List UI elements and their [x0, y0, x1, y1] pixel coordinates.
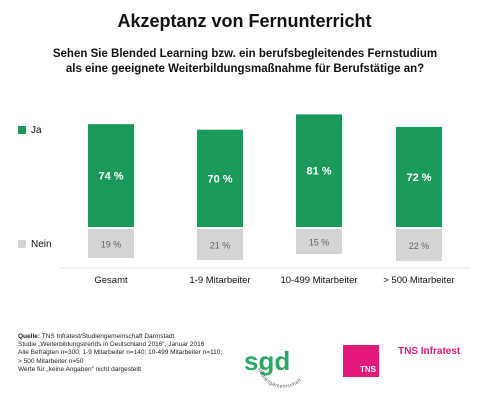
tns-infratest-logo: TNS Infratest	[398, 346, 461, 357]
source-line-2: Studie „Weiterbildungstrends in Deutschl…	[18, 341, 205, 349]
bar-ja-label-2: 81 %	[306, 166, 331, 178]
bar-ja-3	[396, 126, 442, 227]
bar-nein-label-1: 21 %	[210, 241, 231, 251]
bar-nein-label-3: 22 %	[409, 241, 430, 251]
source-line-1: TNS Infratest/Studiengemeinschaft Darmst…	[41, 333, 175, 340]
bar-ja-2	[296, 114, 342, 227]
bar-nein-3	[396, 229, 442, 261]
source-note: Quelle: TNS Infratest/Studiengemeinschaf…	[18, 333, 222, 374]
source-line-4: > 500 Mitarbeiter n=50	[18, 357, 84, 365]
legend-ja-label: Ja	[31, 125, 42, 136]
category-label-3: > 500 Mitarbeiter	[383, 275, 455, 286]
tns-logo-box: TNS	[343, 345, 379, 377]
question-line-2: als eine geeignete Weiterbildungsmaßnahm…	[65, 63, 425, 75]
legend-nein-swatch	[18, 240, 26, 248]
source-line-5: Werte für „keine Angaben“ nicht dargeste…	[18, 365, 142, 373]
legend-ja-swatch	[18, 126, 26, 134]
bar-ja-label-0: 74 %	[98, 171, 123, 183]
category-label-1: 1-9 Mitarbeiter	[189, 275, 250, 286]
source-line-3: Alle Befragten n=300; 1-9 Mitarbeiter n=…	[18, 349, 223, 357]
bar-ja-1	[197, 129, 243, 227]
legend-nein-label: Nein	[31, 239, 52, 250]
bar-ja-label-1: 70 %	[207, 173, 232, 185]
category-label-0: Gesamt	[94, 275, 128, 286]
bar-ja-0	[88, 124, 134, 227]
bar-nein-label-2: 15 %	[309, 238, 330, 248]
bar-ja-label-3: 72 %	[406, 172, 431, 184]
survey-question: Sehen Sie Blended Learning bzw. ein beru…	[20, 47, 470, 77]
bar-nein-0	[88, 229, 134, 258]
tns-logo-box-text: TNS	[360, 365, 376, 374]
sgd-logo-text: sgd	[244, 346, 290, 376]
source-label: Quelle:	[18, 333, 41, 340]
bar-nein-2	[296, 229, 342, 254]
bar-nein-1	[197, 229, 243, 260]
question-line-1: Sehen Sie Blended Learning bzw. ein beru…	[52, 48, 438, 60]
chart-title: Akzeptanz von Fernunterricht	[117, 11, 372, 31]
category-label-2: 10-499 Mitarbeiter	[280, 275, 357, 286]
bar-nein-label-0: 19 %	[101, 240, 122, 250]
sgd-logo: sgd studiengemeinschaft	[244, 346, 303, 390]
